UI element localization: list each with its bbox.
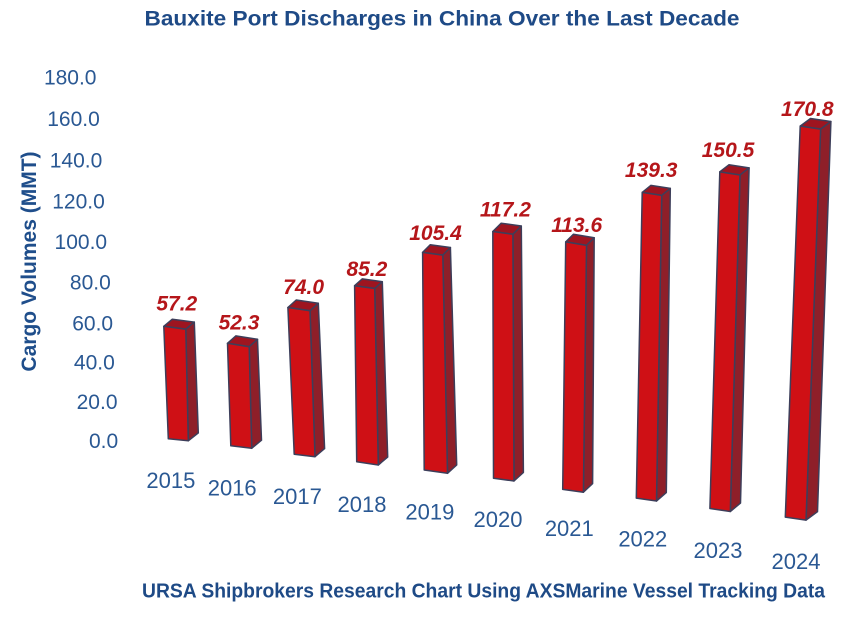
svg-text:100.0: 100.0 — [55, 231, 108, 254]
svg-text:57.2: 57.2 — [156, 293, 197, 316]
svg-text:2015: 2015 — [146, 468, 195, 493]
svg-text:160.0: 160.0 — [47, 108, 100, 131]
svg-text:117.2: 117.2 — [480, 198, 531, 221]
svg-text:2016: 2016 — [208, 476, 257, 501]
svg-text:170.8: 170.8 — [781, 98, 834, 121]
svg-text:2018: 2018 — [338, 492, 387, 517]
svg-text:Cargo Volumes (MMT): Cargo Volumes (MMT) — [18, 151, 41, 371]
svg-text:40.0: 40.0 — [74, 351, 115, 374]
svg-text:113.6: 113.6 — [551, 214, 602, 237]
svg-text:150.5: 150.5 — [702, 139, 755, 162]
svg-text:20.0: 20.0 — [77, 391, 118, 414]
svg-text:0.0: 0.0 — [89, 430, 118, 453]
svg-text:105.4: 105.4 — [409, 222, 462, 245]
svg-text:2023: 2023 — [694, 538, 743, 563]
svg-text:85.2: 85.2 — [346, 258, 387, 281]
svg-text:180.0: 180.0 — [44, 66, 97, 89]
svg-text:60.0: 60.0 — [72, 313, 113, 336]
svg-text:2019: 2019 — [405, 499, 454, 524]
svg-text:2021: 2021 — [545, 516, 594, 541]
svg-text:2024: 2024 — [772, 549, 821, 574]
svg-text:URSA Shipbrokers Research Char: URSA Shipbrokers Research Chart Using AX… — [142, 580, 826, 602]
svg-text:74.0: 74.0 — [283, 276, 324, 299]
svg-text:139.3: 139.3 — [625, 159, 678, 182]
svg-text:80.0: 80.0 — [70, 272, 111, 295]
svg-text:140.0: 140.0 — [50, 149, 103, 172]
svg-text:2017: 2017 — [273, 484, 322, 509]
svg-text:Bauxite Port Discharges in Chi: Bauxite Port Discharges in China Over th… — [145, 8, 740, 31]
svg-text:2020: 2020 — [474, 507, 523, 532]
svg-text:52.3: 52.3 — [219, 311, 260, 334]
svg-text:2022: 2022 — [618, 527, 667, 552]
svg-text:120.0: 120.0 — [52, 190, 105, 213]
